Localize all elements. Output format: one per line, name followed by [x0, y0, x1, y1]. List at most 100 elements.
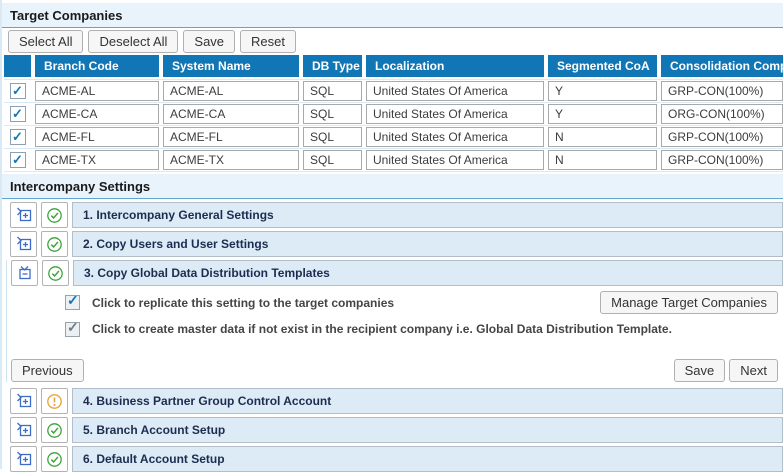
- cell-localization: United States Of America: [366, 150, 544, 170]
- expand-icon: [16, 422, 31, 437]
- section-2-label: 2. Copy Users and User Settings: [83, 237, 269, 251]
- section-2-expand-button[interactable]: [10, 231, 37, 257]
- next-button[interactable]: Next: [729, 359, 778, 382]
- row-checkbox[interactable]: ✓: [9, 129, 26, 145]
- cell-localization: United States Of America: [366, 81, 544, 101]
- cell-consolidation-company: GRP-CON(100%): [661, 150, 783, 170]
- section-5-expand-button[interactable]: [10, 417, 37, 443]
- section-row-1: 1. Intercompany General Settings: [10, 202, 783, 228]
- cell-branch-code: ACME-AL: [35, 81, 159, 101]
- status-warning-icon: [47, 393, 62, 409]
- section-2-bar[interactable]: 2. Copy Users and User Settings: [72, 231, 783, 257]
- reset-button[interactable]: Reset: [240, 30, 297, 53]
- cell-segmented-coa: N: [548, 150, 657, 170]
- section-5-bar[interactable]: 5. Branch Account Setup: [72, 417, 783, 443]
- expand-icon: [16, 207, 31, 222]
- cell-branch-code: ACME-CA: [35, 104, 159, 124]
- target-companies-toolbar: Select All Deselect All Save Reset: [2, 28, 783, 55]
- section-row-5: 5. Branch Account Setup: [10, 417, 783, 443]
- checkmark-icon: ✓: [67, 318, 79, 335]
- column-header-db-type: DB Type: [303, 55, 362, 77]
- section-4-expand-button[interactable]: [10, 388, 37, 414]
- section-row-2: 2. Copy Users and User Settings: [10, 231, 783, 257]
- table-row: ✓ ACME-AL ACME-AL SQL United States Of A…: [4, 79, 783, 103]
- expand-icon: [16, 451, 31, 466]
- previous-button[interactable]: Previous: [11, 359, 84, 382]
- cell-system-name: ACME-TX: [163, 150, 299, 170]
- row-checkbox-cell: ✓: [4, 127, 31, 147]
- section-row-3: 3. Copy Global Data Distribution Templat…: [11, 260, 783, 286]
- section-6-bar[interactable]: 6. Default Account Setup: [72, 446, 783, 472]
- row-checkbox-cell: ✓: [4, 150, 31, 170]
- status-ok-icon: [47, 207, 62, 223]
- section-5-label: 5. Branch Account Setup: [83, 423, 226, 437]
- section-3-status-indicator: [42, 260, 69, 286]
- row-checkbox-cell: ✓: [4, 104, 31, 124]
- cell-consolidation-company: GRP-CON(100%): [661, 127, 783, 147]
- status-ok-icon: [47, 451, 62, 467]
- cell-system-name: ACME-AL: [163, 81, 299, 101]
- cell-segmented-coa: N: [548, 127, 657, 147]
- cell-segmented-coa: Y: [548, 81, 657, 101]
- deselect-all-button[interactable]: Deselect All: [88, 30, 179, 53]
- cell-consolidation-company: GRP-CON(100%): [661, 81, 783, 101]
- save-button[interactable]: Save: [183, 30, 236, 53]
- cell-db-type: SQL: [303, 127, 362, 147]
- manage-target-companies-button[interactable]: Manage Target Companies: [600, 291, 778, 314]
- row-checkbox[interactable]: ✓: [9, 106, 26, 122]
- create-master-data-checkbox[interactable]: ✓: [65, 318, 80, 337]
- section-3-collapse-button[interactable]: [11, 260, 38, 286]
- cell-localization: United States Of America: [366, 104, 544, 124]
- table-row: ✓ ACME-TX ACME-TX SQL United States Of A…: [4, 149, 783, 172]
- section-6-label: 6. Default Account Setup: [83, 452, 225, 466]
- cell-branch-code: ACME-FL: [35, 127, 159, 147]
- section-6-status-indicator: [41, 446, 68, 472]
- checkmark-icon: ✓: [12, 129, 23, 144]
- section-6-expand-button[interactable]: [10, 446, 37, 472]
- row-checkbox[interactable]: ✓: [9, 83, 26, 99]
- checkmark-icon: ✓: [12, 83, 23, 98]
- section-1-bar[interactable]: 1. Intercompany General Settings: [72, 202, 783, 228]
- section-1-label: 1. Intercompany General Settings: [83, 208, 274, 222]
- expand-icon: [16, 236, 31, 251]
- replicate-setting-row: ✓ Click to replicate this setting to the…: [65, 291, 783, 314]
- row-checkbox-cell: ✓: [4, 81, 31, 101]
- table-row: ✓ ACME-CA ACME-CA SQL United States Of A…: [4, 103, 783, 126]
- intercompany-settings-title: Intercompany Settings: [10, 178, 151, 194]
- cell-db-type: SQL: [303, 150, 362, 170]
- cell-db-type: SQL: [303, 104, 362, 124]
- create-master-data-row: ✓ Click to create master data if not exi…: [65, 319, 783, 339]
- cell-localization: United States Of America: [366, 127, 544, 147]
- select-all-button[interactable]: Select All: [8, 30, 84, 53]
- section-2-status-indicator: [41, 231, 68, 257]
- checkmark-icon: ✓: [67, 292, 79, 308]
- cell-system-name: ACME-FL: [163, 127, 299, 147]
- table-header-row: Branch Code System Name DB Type Localiza…: [4, 55, 783, 77]
- section-4-bar[interactable]: 4. Business Partner Group Control Accoun…: [72, 388, 783, 414]
- checkmark-icon: ✓: [12, 106, 23, 121]
- section-3-label: 3. Copy Global Data Distribution Templat…: [84, 266, 330, 280]
- cell-consolidation-company: ORG-CON(100%): [661, 104, 783, 124]
- section-3-bar[interactable]: 3. Copy Global Data Distribution Templat…: [73, 260, 783, 286]
- collapse-icon: [18, 266, 31, 280]
- wizard-save-button[interactable]: Save: [673, 359, 726, 382]
- section-3-expanded-panel: 3. Copy Global Data Distribution Templat…: [6, 260, 783, 382]
- checkmark-icon: ✓: [12, 152, 23, 167]
- status-ok-icon: [48, 265, 63, 281]
- target-companies-header: Target Companies: [2, 3, 783, 28]
- section-1-expand-button[interactable]: [10, 202, 37, 228]
- target-companies-title: Target Companies: [10, 7, 123, 23]
- column-header-system-name: System Name: [163, 55, 299, 77]
- checkbox-column-header: [4, 55, 31, 77]
- column-header-branch-code: Branch Code: [35, 55, 159, 77]
- row-checkbox[interactable]: ✓: [9, 152, 26, 168]
- replicate-checkbox[interactable]: ✓: [65, 292, 80, 310]
- cell-segmented-coa: Y: [548, 104, 657, 124]
- intercompany-settings-header: Intercompany Settings: [2, 174, 783, 199]
- table-body: ✓ ACME-AL ACME-AL SQL United States Of A…: [2, 79, 783, 172]
- table-row: ✓ ACME-FL ACME-FL SQL United States Of A…: [4, 126, 783, 149]
- section-5-status-indicator: [41, 417, 68, 443]
- column-header-consolidation-company: Consolidation Company: [661, 55, 783, 77]
- section-row-4: 4. Business Partner Group Control Accoun…: [10, 388, 783, 414]
